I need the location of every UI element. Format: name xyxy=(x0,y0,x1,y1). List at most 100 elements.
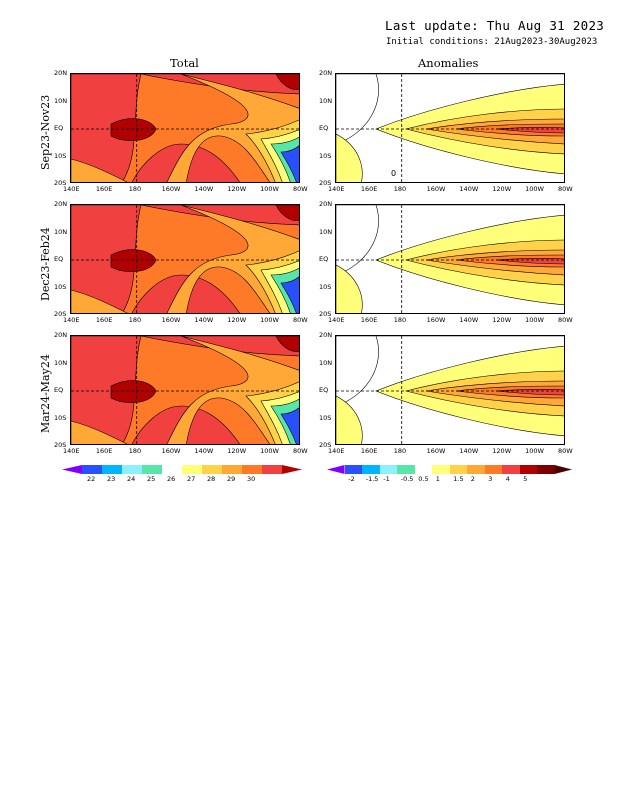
x-tick-label: 80W xyxy=(293,185,308,193)
x-tick-label: 140W xyxy=(194,185,214,193)
colorbar-label: -0.5 xyxy=(400,475,414,483)
row-title-2: Dec23-Feb24 xyxy=(39,227,52,301)
colorbar-swatch xyxy=(282,465,302,474)
y-tick-label: 10N xyxy=(319,96,333,105)
map-panel-total-2 xyxy=(70,204,300,314)
x-tick-label: 140W xyxy=(459,316,479,324)
x-tick-label: 120W xyxy=(492,185,512,193)
y-tick-label: EQ xyxy=(319,124,329,132)
map-panel-anomalies-3 xyxy=(335,335,565,445)
x-tick-label: 160W xyxy=(161,185,181,193)
row-title-1: Sep23-Nov23 xyxy=(39,94,52,170)
x-tick-label: 160W xyxy=(161,316,181,324)
total-colorbar xyxy=(62,465,302,474)
x-tick-label: 160E xyxy=(95,185,113,193)
contour-band xyxy=(110,118,157,142)
map-panel-total-1 xyxy=(70,73,300,183)
colorbar-swatch xyxy=(467,465,485,474)
contour-band xyxy=(110,249,157,273)
y-tick-label: 20S xyxy=(54,310,67,318)
colorbar-label: -1 xyxy=(383,475,390,483)
x-tick-label: 140E xyxy=(328,185,345,193)
x-tick-label: 180 xyxy=(393,447,407,455)
contour-band xyxy=(71,289,128,313)
x-tick-label: 140E xyxy=(328,447,345,455)
map-panel-anomalies-2 xyxy=(335,204,565,314)
colorbar-label: 23 xyxy=(107,475,116,483)
colorbar-label: 26 xyxy=(167,475,176,483)
colorbar-swatch xyxy=(502,465,520,474)
contour-band xyxy=(275,336,299,352)
contour-band xyxy=(275,74,299,90)
colorbar-label: 25 xyxy=(147,475,156,483)
x-tick-label: 100W xyxy=(260,316,279,324)
x-tick-label: 180 xyxy=(128,316,142,324)
colorbar-swatch xyxy=(537,465,555,474)
x-tick-label: 160E xyxy=(360,447,378,455)
colorbar-swatch xyxy=(142,465,162,474)
colorbar-label: 0.5 xyxy=(418,475,429,483)
x-tick-label: 100W xyxy=(525,447,544,455)
column-title-total: Total xyxy=(170,56,199,70)
y-tick-label: 20N xyxy=(319,331,333,339)
x-tick-label: 140E xyxy=(63,316,80,324)
y-tick-label: 10N xyxy=(54,358,68,367)
x-tick-label: 160E xyxy=(360,185,378,193)
colorbar-label: 27 xyxy=(187,475,196,483)
colorbar-label: 24 xyxy=(127,475,136,483)
y-tick-label: EQ xyxy=(54,255,64,263)
colorbar-swatch xyxy=(432,465,450,474)
colorbar-label: 2 xyxy=(470,475,475,483)
colorbar-swatch xyxy=(162,465,182,474)
last-update: Last update: Thu Aug 31 2023 xyxy=(385,18,605,33)
x-tick-label: 140W xyxy=(194,316,214,324)
colorbar-swatch xyxy=(554,465,572,474)
x-tick-label: 100W xyxy=(525,316,544,324)
y-tick-label: 10N xyxy=(54,96,68,105)
contour-band xyxy=(336,395,363,444)
colorbar-label: 28 xyxy=(207,475,216,483)
x-tick-label: 120W xyxy=(492,447,512,455)
x-tick-label: 160W xyxy=(426,316,446,324)
contour-band xyxy=(110,380,157,404)
colorbar-label: 30 xyxy=(247,475,256,483)
y-tick-label: 20S xyxy=(319,179,332,187)
x-tick-label: 140E xyxy=(63,447,80,455)
x-tick-label: 140E xyxy=(328,316,345,324)
x-tick-label: 80W xyxy=(558,447,573,455)
colorbar-label: -2 xyxy=(348,475,355,483)
colorbar-label: 22 xyxy=(87,475,96,483)
y-tick-label: EQ xyxy=(319,255,329,263)
contour-band xyxy=(71,420,128,444)
colorbar-swatch xyxy=(519,465,537,474)
colorbar-swatch xyxy=(484,465,502,474)
x-tick-label: 120W xyxy=(227,185,247,193)
colorbar-swatch xyxy=(362,465,380,474)
y-tick-label: 10N xyxy=(319,358,333,367)
y-tick-label: 20S xyxy=(54,179,67,187)
colorbar-swatch xyxy=(449,465,467,474)
y-tick-label: EQ xyxy=(54,386,64,394)
y-tick-label: 20S xyxy=(319,441,332,449)
contour-band xyxy=(275,205,299,221)
contour-band xyxy=(280,407,299,444)
contour-band xyxy=(280,276,299,313)
y-tick-label: EQ xyxy=(54,124,64,132)
y-tick-label: 20N xyxy=(319,200,333,208)
colorbar-swatch xyxy=(202,465,222,474)
x-tick-label: 160W xyxy=(161,447,181,455)
x-tick-label: 80W xyxy=(558,316,573,324)
colorbar-label: 3 xyxy=(488,475,493,483)
colorbar-label: 29 xyxy=(227,475,236,483)
colorbar-swatch xyxy=(262,465,282,474)
colorbar-swatch xyxy=(327,465,345,474)
initial-conditions: Initial conditions: 21Aug2023-30Aug2023 xyxy=(386,37,598,47)
colorbar-swatch xyxy=(344,465,362,474)
x-tick-label: 100W xyxy=(525,185,544,193)
x-tick-label: 140W xyxy=(459,185,479,193)
y-tick-label: 20N xyxy=(54,331,68,339)
row-title-3: Mar24-May24 xyxy=(39,354,52,433)
x-tick-label: 180 xyxy=(128,447,142,455)
colorbar-swatch xyxy=(82,465,102,474)
x-tick-label: 160E xyxy=(95,316,113,324)
